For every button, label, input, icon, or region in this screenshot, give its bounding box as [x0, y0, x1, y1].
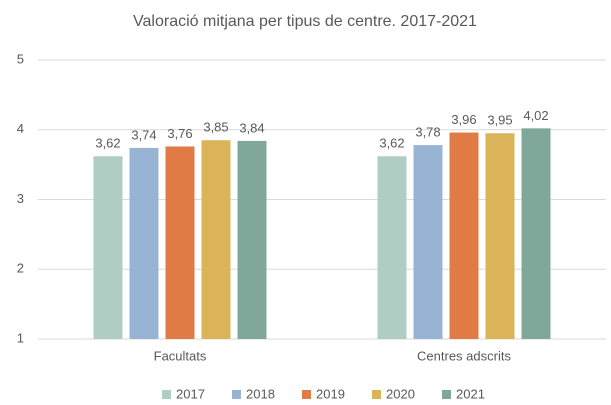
legend-swatch	[372, 390, 381, 399]
legend-swatch	[162, 390, 171, 399]
bar	[129, 147, 159, 339]
y-tick-label: 5	[17, 51, 24, 66]
x-tick-label: Facultats	[154, 348, 207, 363]
legend-label: 2019	[316, 386, 345, 401]
bar	[521, 128, 551, 339]
value-label: 3,74	[131, 127, 156, 142]
legend-swatch	[232, 390, 241, 399]
x-tick-label: Centres adscrits	[417, 348, 511, 363]
y-tick-label: 1	[17, 330, 24, 345]
bar	[449, 132, 479, 339]
value-label: 3,96	[451, 112, 476, 127]
y-tick-label: 4	[17, 121, 24, 136]
legend-label: 2021	[456, 386, 485, 401]
bar	[413, 145, 443, 339]
value-label: 3,62	[95, 136, 120, 151]
value-label: 3,78	[415, 125, 440, 140]
legend-swatch	[302, 390, 311, 399]
y-tick-label: 2	[17, 261, 24, 276]
legend-swatch	[442, 390, 451, 399]
value-label: 3,62	[379, 136, 404, 151]
y-tick-label: 3	[17, 191, 24, 206]
bar	[377, 156, 407, 339]
value-label: 3,76	[167, 126, 192, 141]
bar	[93, 156, 123, 339]
bar	[201, 140, 231, 339]
bar	[485, 133, 515, 339]
chart-title: Valoració mitjana per tipus de centre. 2…	[133, 13, 477, 30]
value-label: 3,95	[487, 113, 512, 128]
legend-label: 2017	[176, 386, 205, 401]
value-label: 3,84	[239, 120, 264, 135]
value-label: 4,02	[523, 108, 548, 123]
value-label: 3,85	[203, 120, 228, 135]
legend-label: 2020	[386, 386, 415, 401]
legend-label: 2018	[246, 386, 275, 401]
bar	[165, 146, 195, 339]
bar	[237, 140, 267, 339]
